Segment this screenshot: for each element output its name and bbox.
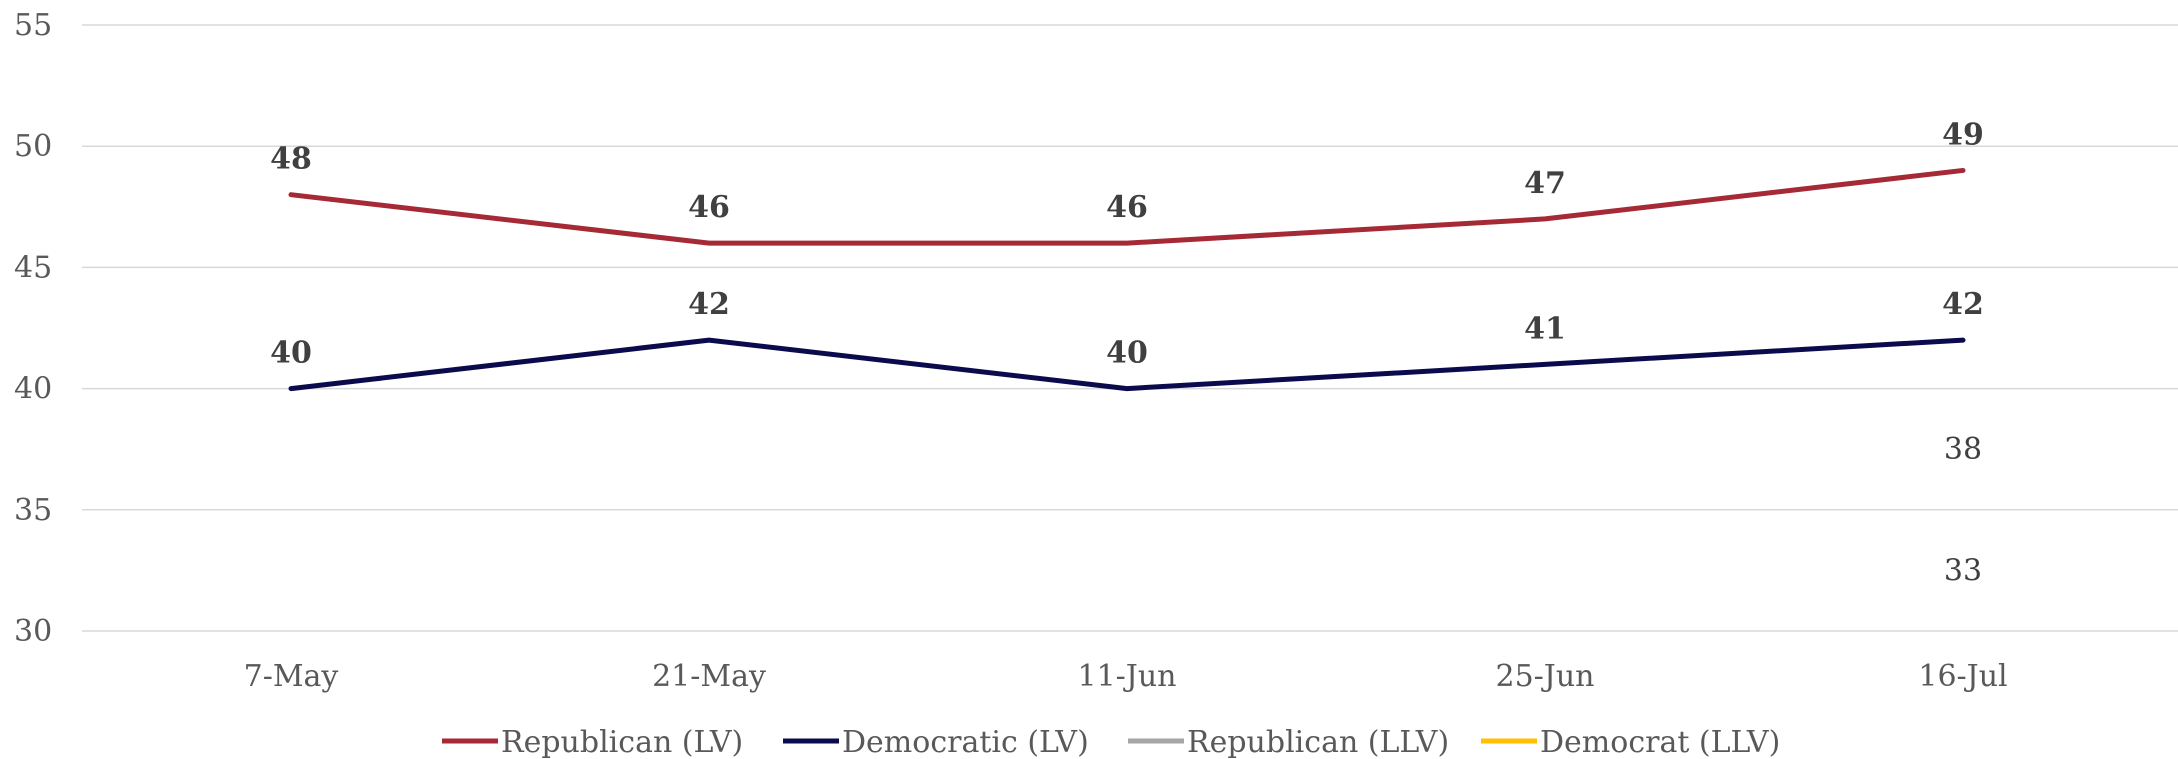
x-tick-label: 7-May	[244, 659, 339, 694]
data-label: 46	[688, 190, 730, 225]
data-label: 38	[1944, 432, 1982, 467]
x-tick-label: 25-Jun	[1496, 659, 1595, 694]
legend-label: Democrat (LLV)	[1540, 725, 1780, 759]
data-labels: 48 46 46 47 49 40 42 40 41 42 38 33	[270, 117, 1984, 588]
x-tick-label: 11-Jun	[1078, 659, 1177, 694]
x-tick-label: 16-Jul	[1918, 659, 2007, 694]
gridlines	[82, 24, 2178, 632]
series-line	[288, 167, 1966, 246]
series-line	[288, 337, 1966, 392]
y-tick-label: 45	[14, 250, 52, 285]
y-tick-label: 35	[14, 493, 52, 528]
data-label: 46	[1106, 190, 1148, 225]
data-label: 42	[1942, 287, 1984, 322]
y-tick-label: 50	[14, 129, 52, 164]
y-tick-label: 55	[14, 8, 52, 43]
legend-label: Republican (LLV)	[1187, 725, 1449, 759]
data-label: 48	[270, 142, 312, 177]
data-label: 47	[1524, 166, 1566, 201]
y-axis: 30 35 40 45 50 55	[14, 8, 52, 649]
legend: Republican (LV) Democratic (LV) Republican…	[442, 725, 1780, 759]
x-axis: 7-May 21-May 11-Jun 25-Jun 16-Jul	[244, 659, 2008, 694]
data-label: 49	[1942, 117, 1984, 152]
data-label: 42	[688, 287, 730, 322]
legend-label: Republican (LV)	[501, 725, 743, 759]
series-lines	[288, 167, 1966, 392]
data-label: 40	[1106, 336, 1148, 371]
data-label: 40	[270, 336, 312, 371]
y-tick-label: 30	[14, 614, 52, 649]
data-label: 33	[1944, 553, 1982, 588]
y-tick-label: 40	[14, 372, 52, 407]
x-tick-label: 21-May	[652, 659, 766, 694]
legend-label: Democratic (LV)	[842, 725, 1089, 759]
data-label: 41	[1524, 311, 1566, 346]
